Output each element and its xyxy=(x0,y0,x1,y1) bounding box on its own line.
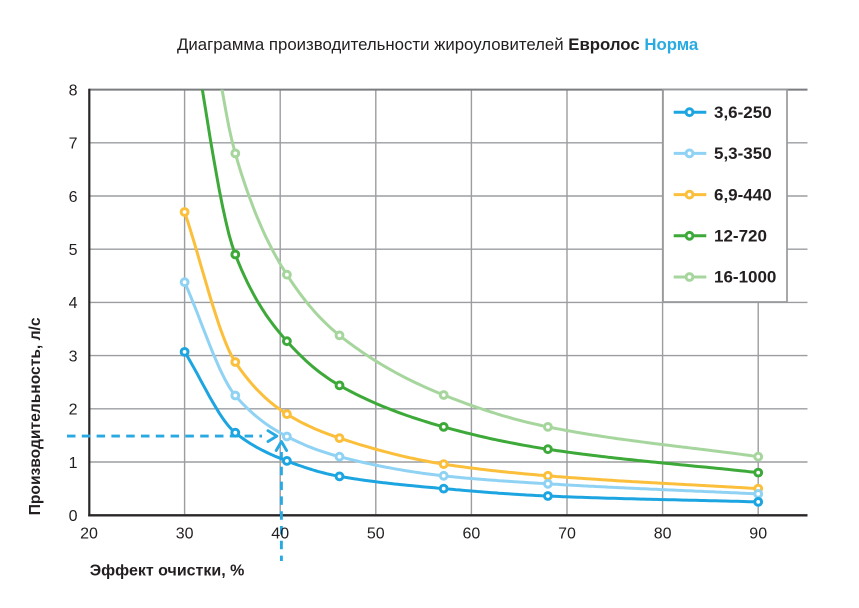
svg-text:20: 20 xyxy=(80,525,98,542)
svg-text:3: 3 xyxy=(69,348,78,365)
svg-text:90: 90 xyxy=(749,525,767,542)
svg-text:Эффект очистки, %: Эффект очистки, % xyxy=(90,563,245,580)
svg-text:0: 0 xyxy=(69,508,78,525)
svg-text:70: 70 xyxy=(558,525,576,542)
svg-text:60: 60 xyxy=(463,525,481,542)
svg-text:4: 4 xyxy=(69,295,78,312)
svg-text:2: 2 xyxy=(69,402,78,419)
svg-text:12-720: 12-720 xyxy=(714,227,767,246)
svg-text:3,6-250: 3,6-250 xyxy=(714,103,772,122)
svg-text:6,9-440: 6,9-440 xyxy=(714,185,772,204)
svg-text:5: 5 xyxy=(69,242,78,259)
svg-text:8: 8 xyxy=(69,82,78,99)
svg-text:6: 6 xyxy=(69,189,78,206)
svg-text:7: 7 xyxy=(69,136,78,153)
svg-text:30: 30 xyxy=(176,525,194,542)
svg-text:16-1000: 16-1000 xyxy=(714,268,776,287)
svg-text:5,3-350: 5,3-350 xyxy=(714,144,772,163)
svg-text:40: 40 xyxy=(271,525,289,542)
svg-text:50: 50 xyxy=(367,525,385,542)
svg-text:1: 1 xyxy=(69,455,78,472)
svg-text:Диаграмма производительности ж: Диаграмма производительности жироуловите… xyxy=(177,35,699,54)
svg-text:80: 80 xyxy=(654,525,672,542)
svg-text:Производительность, л/с: Производительность, л/с xyxy=(27,317,44,515)
